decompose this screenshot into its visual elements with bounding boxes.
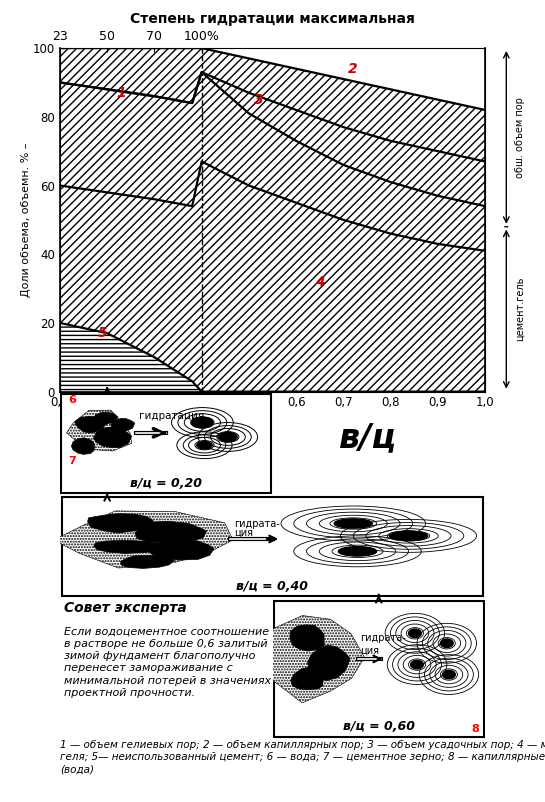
Circle shape bbox=[192, 417, 213, 427]
Circle shape bbox=[219, 432, 237, 441]
FancyBboxPatch shape bbox=[61, 394, 271, 492]
Circle shape bbox=[389, 531, 428, 541]
Circle shape bbox=[409, 629, 421, 638]
Polygon shape bbox=[270, 615, 365, 703]
Text: 5: 5 bbox=[98, 326, 107, 340]
Polygon shape bbox=[94, 412, 118, 424]
Circle shape bbox=[411, 660, 423, 669]
Polygon shape bbox=[307, 645, 350, 680]
Text: ция: ция bbox=[234, 528, 253, 538]
Text: 4: 4 bbox=[315, 275, 324, 289]
Text: Если водоцементное соотношение
в растворе не больше 0,6 залитый
зимой фундамент : Если водоцементное соотношение в раствор… bbox=[64, 626, 271, 699]
Y-axis label: Доли объема, объемн. % –: Доли объема, объемн. % – bbox=[21, 143, 32, 297]
Text: цемент.гель: цемент.гель bbox=[515, 277, 525, 342]
Polygon shape bbox=[291, 667, 323, 690]
Text: гидратация: гидратация bbox=[138, 411, 204, 421]
Polygon shape bbox=[66, 410, 132, 451]
Circle shape bbox=[443, 670, 455, 678]
Circle shape bbox=[197, 441, 212, 449]
Text: Совет эксперта: Совет эксперта bbox=[64, 601, 187, 614]
Text: в/ц = 0,40: в/ц = 0,40 bbox=[237, 580, 308, 593]
Circle shape bbox=[334, 519, 372, 529]
X-axis label: Степень гидратации максимальная: Степень гидратации максимальная bbox=[130, 12, 415, 26]
FancyBboxPatch shape bbox=[62, 496, 483, 596]
Polygon shape bbox=[135, 521, 207, 543]
Text: обш. объем пор: обш. объем пор bbox=[515, 97, 525, 178]
Text: в/ц = 0,20: в/ц = 0,20 bbox=[130, 476, 202, 489]
Text: ция: ция bbox=[360, 646, 379, 655]
Polygon shape bbox=[53, 511, 233, 568]
Text: 2: 2 bbox=[348, 62, 358, 75]
Polygon shape bbox=[120, 555, 174, 569]
Polygon shape bbox=[71, 438, 95, 455]
Circle shape bbox=[440, 639, 453, 647]
Text: 8: 8 bbox=[471, 724, 479, 735]
Polygon shape bbox=[111, 419, 135, 432]
Text: 7: 7 bbox=[69, 456, 76, 466]
Text: 6: 6 bbox=[69, 395, 76, 405]
Text: гидрата-: гидрата- bbox=[234, 519, 280, 529]
Text: 1 — объем гелиевых пор; 2 — объем капиллярных пор; 3 — объем усадочных пор; 4 — : 1 — объем гелиевых пор; 2 — объем капилл… bbox=[60, 740, 545, 774]
Text: 3: 3 bbox=[253, 93, 263, 107]
Polygon shape bbox=[290, 625, 324, 651]
Text: 1: 1 bbox=[117, 86, 126, 99]
Polygon shape bbox=[93, 427, 132, 448]
Polygon shape bbox=[75, 416, 107, 433]
Text: в/ц = 0,60: в/ц = 0,60 bbox=[343, 720, 415, 733]
Polygon shape bbox=[94, 541, 165, 553]
Text: гидрата-: гидрата- bbox=[360, 633, 405, 642]
Polygon shape bbox=[88, 514, 153, 533]
Circle shape bbox=[338, 547, 377, 556]
Text: в/ц: в/ц bbox=[339, 422, 397, 455]
Polygon shape bbox=[148, 539, 214, 560]
FancyBboxPatch shape bbox=[274, 601, 484, 737]
